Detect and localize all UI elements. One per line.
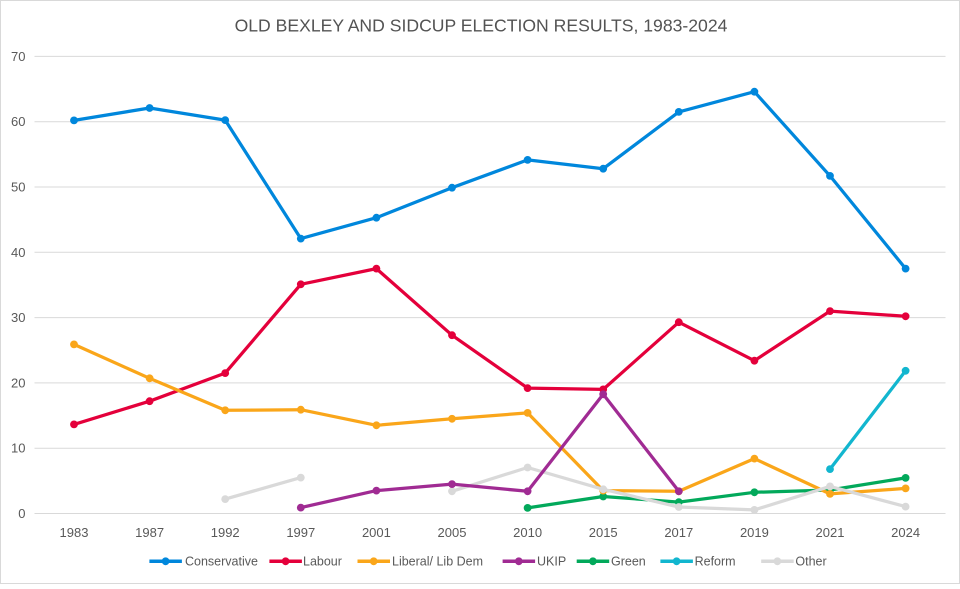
svg-text:0: 0 (18, 506, 25, 521)
svg-text:Other: Other (795, 554, 826, 568)
svg-text:2019: 2019 (740, 525, 769, 540)
svg-text:Green: Green (611, 554, 646, 568)
svg-text:1997: 1997 (286, 525, 315, 540)
svg-text:1983: 1983 (60, 525, 89, 540)
svg-text:1987: 1987 (135, 525, 164, 540)
svg-text:Labour: Labour (303, 554, 342, 568)
svg-text:2021: 2021 (816, 525, 845, 540)
svg-text:Liberal/ Lib Dem: Liberal/ Lib Dem (392, 554, 483, 568)
svg-text:10: 10 (11, 441, 25, 456)
svg-text:2015: 2015 (589, 525, 618, 540)
svg-text:Reform: Reform (695, 554, 736, 568)
svg-text:60: 60 (11, 114, 25, 129)
svg-text:40: 40 (11, 245, 25, 260)
svg-text:30: 30 (11, 310, 25, 325)
svg-text:1992: 1992 (211, 525, 240, 540)
svg-text:2001: 2001 (362, 525, 391, 540)
svg-text:2005: 2005 (438, 525, 467, 540)
svg-text:2010: 2010 (513, 525, 542, 540)
svg-text:20: 20 (11, 375, 25, 390)
svg-text:UKIP: UKIP (537, 554, 566, 568)
svg-text:2024: 2024 (891, 525, 920, 540)
svg-text:50: 50 (11, 180, 25, 195)
svg-text:OLD BEXLEY AND SIDCUP ELECTION: OLD BEXLEY AND SIDCUP ELECTION RESULTS, … (235, 15, 728, 35)
svg-text:Conservative: Conservative (185, 554, 258, 568)
svg-text:70: 70 (11, 49, 25, 64)
svg-text:2017: 2017 (664, 525, 693, 540)
